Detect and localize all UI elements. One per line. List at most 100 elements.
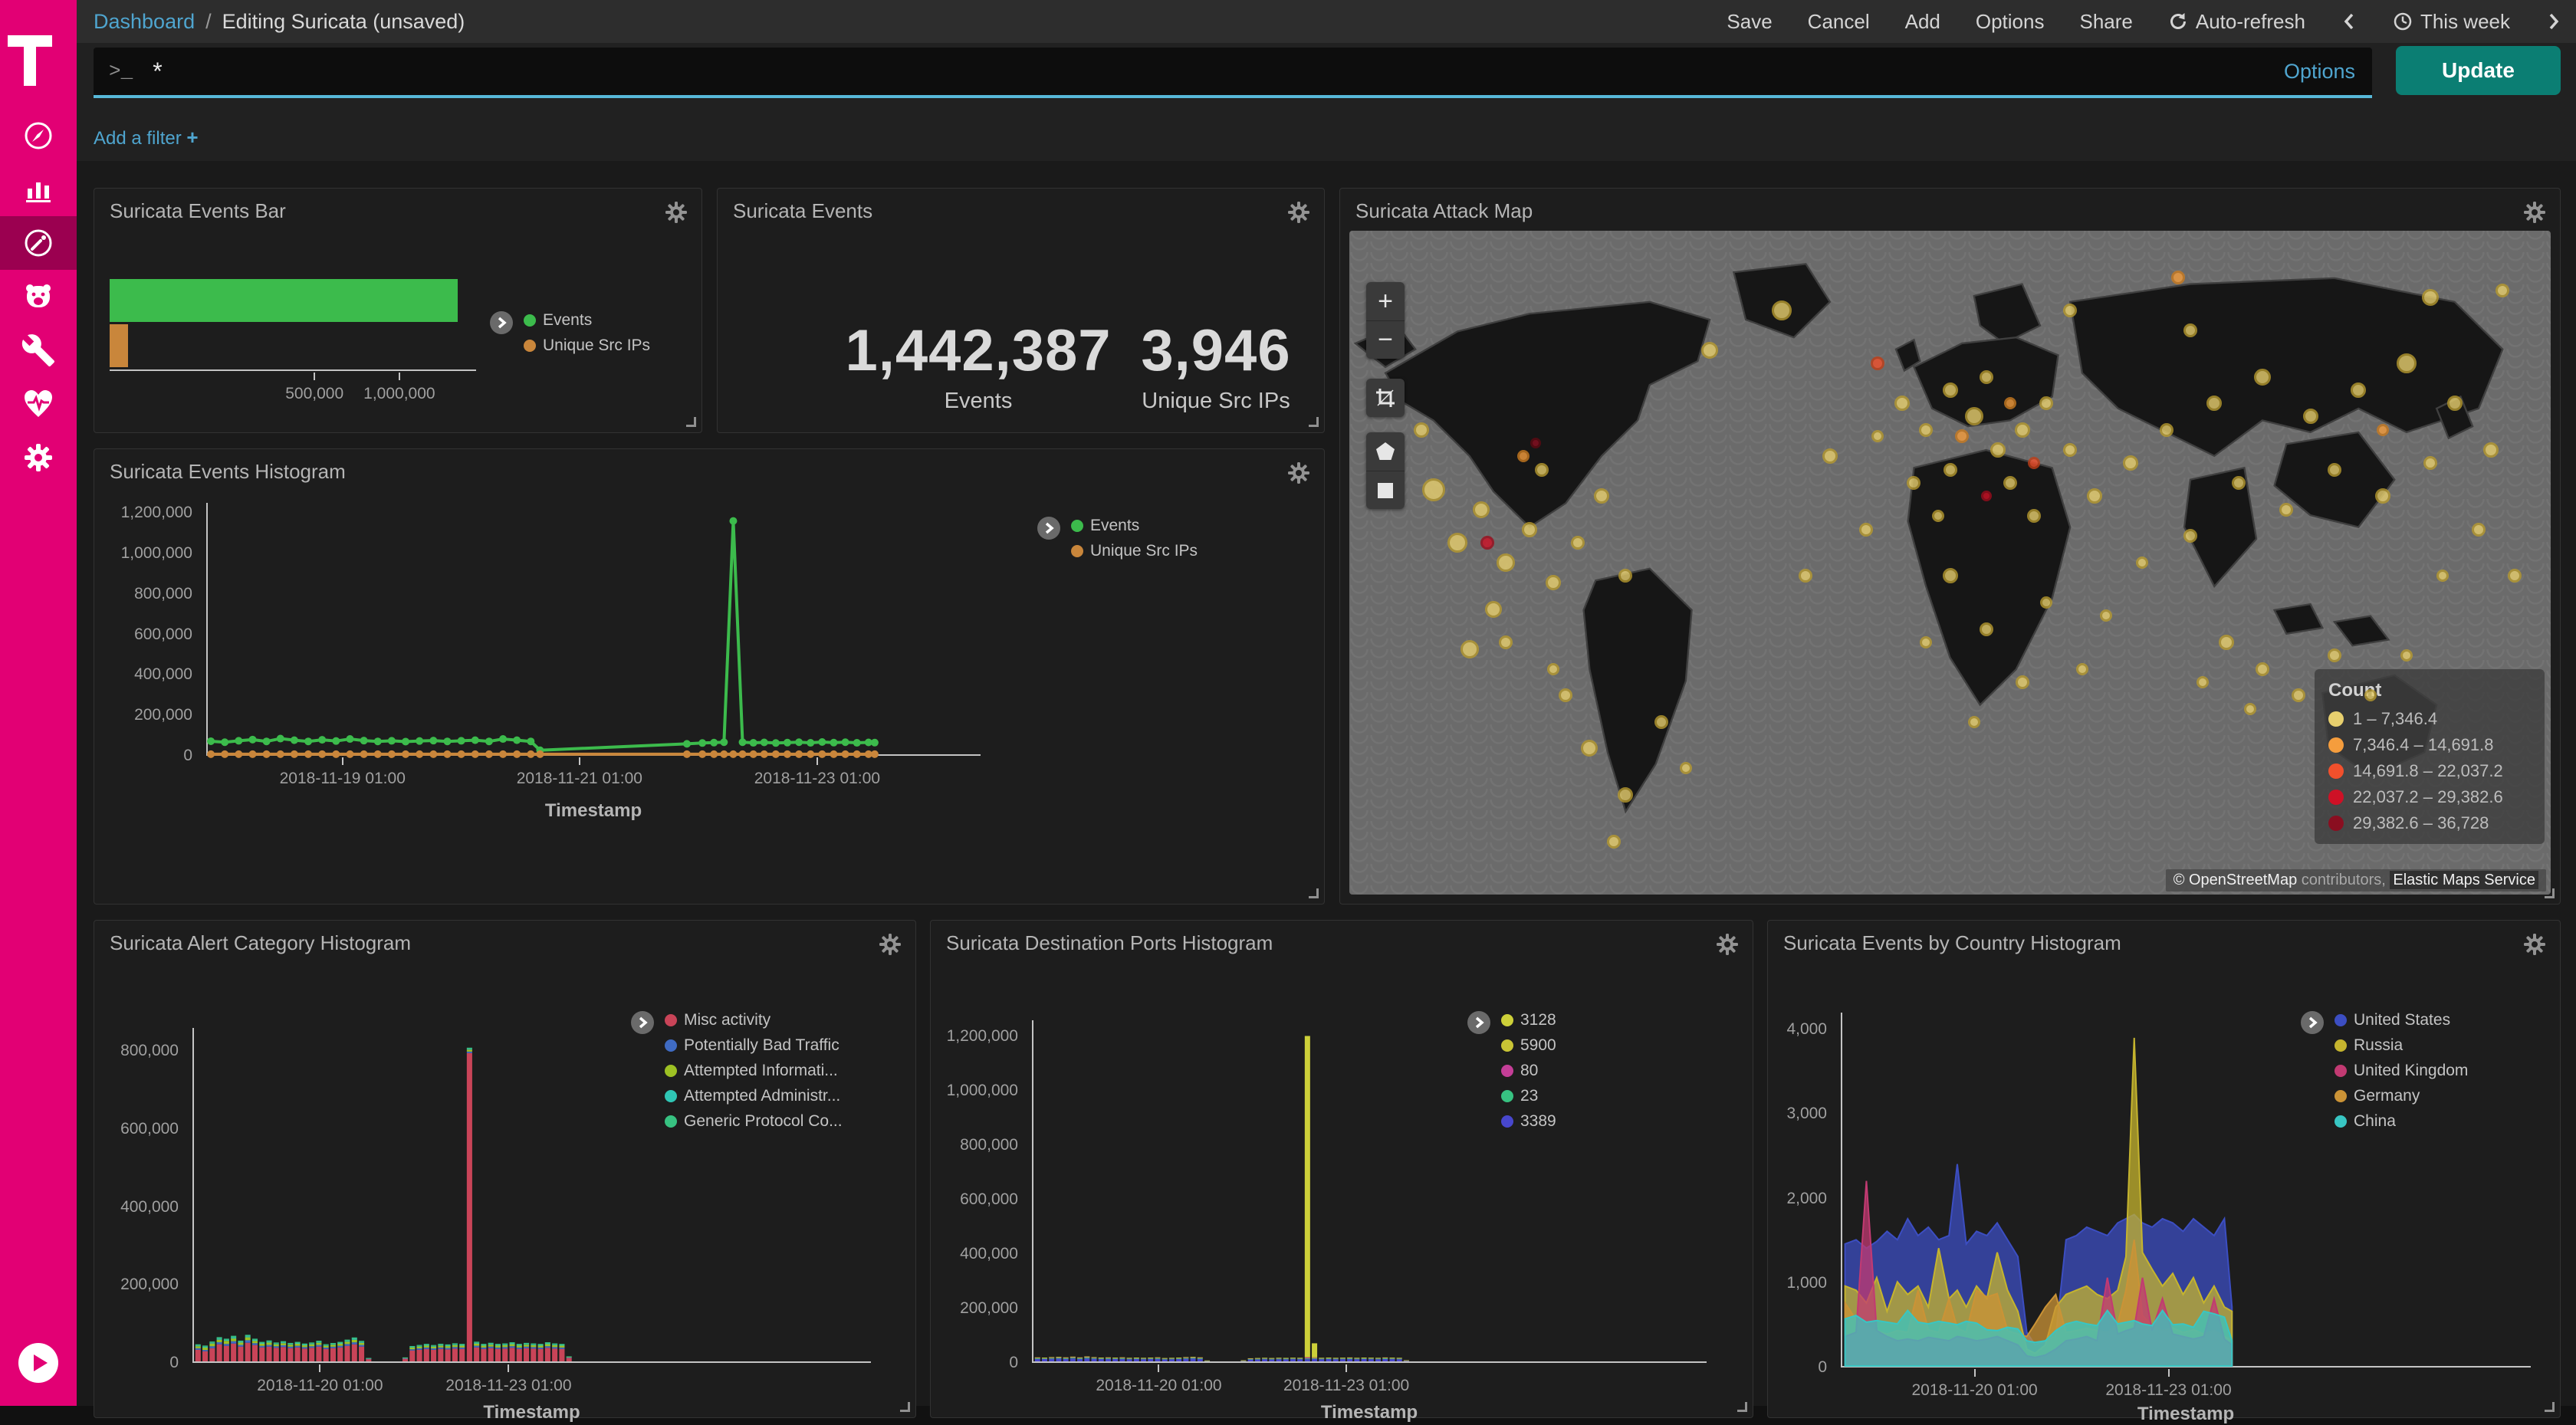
attack-bubble[interactable] (2028, 457, 2041, 470)
attack-bubble[interactable] (1907, 476, 1921, 491)
attack-bubble[interactable] (2507, 569, 2522, 583)
panel-resize-handle[interactable] (900, 1402, 910, 1412)
legend-toggle[interactable] (490, 311, 513, 334)
attack-bubble[interactable] (2159, 422, 2174, 437)
cancel-button[interactable]: Cancel (1807, 9, 1870, 33)
panel-resize-handle[interactable] (2545, 1402, 2555, 1412)
legend-toggle[interactable] (2301, 1011, 2324, 1034)
attack-bubble[interactable] (2291, 688, 2305, 703)
attack-bubble[interactable] (2396, 353, 2417, 374)
attack-bubble[interactable] (1570, 536, 1585, 550)
attack-bubble[interactable] (2231, 476, 2246, 491)
panel-gear-button[interactable] (2522, 931, 2548, 957)
attack-bubble[interactable] (2422, 288, 2440, 306)
attack-bubble[interactable] (1980, 491, 1992, 502)
attack-bubble[interactable] (2351, 382, 2367, 398)
sidebar-collapse-button[interactable] (18, 1343, 58, 1383)
attack-bubble[interactable] (1871, 430, 1884, 443)
legend-item[interactable]: 80 (1501, 1062, 1556, 1080)
time-range-button[interactable]: This week (2393, 10, 2510, 34)
elastic-maps-link[interactable]: Elastic Maps Service (2390, 871, 2538, 889)
attack-bubble[interactable] (1979, 622, 1993, 636)
sidebar-item-dev-tools[interactable] (0, 323, 77, 377)
attack-bubble[interactable] (1772, 300, 1792, 320)
legend-toggle[interactable] (1467, 1011, 1490, 1034)
attack-bubble[interactable] (2496, 283, 2510, 297)
attack-bubble[interactable] (2244, 702, 2257, 715)
panel-resize-handle[interactable] (2545, 888, 2555, 898)
legend-item[interactable]: 3128 (1501, 1011, 1556, 1029)
update-button[interactable]: Update (2396, 46, 2561, 95)
attack-bubble[interactable] (2063, 442, 2078, 457)
attack-bubble[interactable] (1919, 422, 1934, 437)
sidebar-item-visualize[interactable] (0, 163, 77, 216)
time-back-button[interactable] (2341, 11, 2358, 31)
attack-bubble[interactable] (1979, 369, 1993, 384)
attack-bubble[interactable] (1894, 396, 1910, 412)
sidebar-item-discover[interactable] (0, 109, 77, 163)
legend-item[interactable]: United States (2334, 1011, 2468, 1029)
attack-bubble[interactable] (2063, 303, 2078, 317)
time-forward-button[interactable] (2545, 11, 2562, 31)
attack-bubble[interactable] (2122, 455, 2138, 471)
attack-bubble[interactable] (2446, 396, 2463, 412)
attack-bubble[interactable] (2136, 557, 2149, 569)
attack-bubble[interactable] (2374, 488, 2390, 504)
polygon-tool-icon[interactable] (1366, 432, 1405, 471)
t-mobile-logo[interactable] (8, 20, 52, 86)
attack-bubble[interactable] (1799, 569, 1813, 583)
attack-bubble[interactable] (2471, 522, 2486, 537)
crop-icon[interactable] (1366, 379, 1405, 417)
legend-item[interactable]: Russia (2334, 1036, 2468, 1055)
attack-bubble[interactable] (2183, 529, 2197, 543)
rectangle-tool-icon[interactable] (1366, 471, 1405, 509)
query-options-link[interactable]: Options (2283, 59, 2355, 83)
attack-bubble[interactable] (1964, 407, 1983, 426)
attack-bubble[interactable] (1546, 574, 1562, 590)
legend-item[interactable]: Events (1071, 517, 1198, 535)
attack-bubble[interactable] (2039, 596, 2052, 609)
attack-bubble[interactable] (1498, 635, 1513, 649)
panel-resize-handle[interactable] (686, 417, 696, 427)
legend-item[interactable]: 5900 (1501, 1036, 1556, 1055)
attack-bubble[interactable] (1581, 740, 1598, 757)
add-button[interactable]: Add (1904, 9, 1940, 33)
attack-bubble[interactable] (2015, 675, 2029, 689)
sidebar-item-management[interactable] (0, 431, 77, 484)
attack-bubble[interactable] (1534, 462, 1549, 477)
attack-bubble[interactable] (2003, 476, 2017, 491)
events-histogram-plot[interactable] (206, 503, 981, 758)
attack-bubble[interactable] (1931, 510, 1944, 523)
zoom-in-button[interactable]: + (1378, 286, 1393, 316)
attack-bubble[interactable] (2039, 396, 2053, 411)
panel-gear-button[interactable] (663, 199, 689, 225)
attack-bubble[interactable] (1822, 448, 1838, 465)
attack-bubble[interactable] (1473, 501, 1490, 518)
attack-bubble[interactable] (1594, 488, 1610, 504)
attack-bubble[interactable] (1547, 662, 1560, 675)
attack-bubble[interactable] (2171, 270, 2186, 284)
attack-bubble[interactable] (1955, 429, 1970, 444)
attack-bubble[interactable] (2086, 488, 2102, 504)
attack-bubble[interactable] (2279, 502, 2294, 517)
legend-item[interactable]: Unique Src IPs (1071, 542, 1198, 560)
attack-bubble[interactable] (1943, 462, 1957, 477)
bar-Unique Src IPs[interactable] (110, 324, 128, 367)
breadcrumb-dashboard-link[interactable]: Dashboard (94, 9, 196, 33)
attack-bubble[interactable] (1871, 356, 1885, 371)
search-input[interactable]: >_ * Options (94, 48, 2372, 98)
save-button[interactable]: Save (1727, 9, 1773, 33)
legend-item[interactable]: Unique Src IPs (524, 337, 650, 355)
zoom-out-button[interactable]: − (1366, 320, 1405, 359)
legend-item[interactable]: Potentially Bad Traffic (665, 1036, 843, 1055)
attack-bubble[interactable] (2436, 570, 2449, 583)
share-button[interactable]: Share (2079, 9, 2133, 33)
attack-bubble[interactable] (1485, 600, 1503, 618)
attack-bubble[interactable] (2196, 675, 2209, 688)
panel-resize-handle[interactable] (1737, 1402, 1747, 1412)
events-bar-chart[interactable] (110, 279, 476, 371)
attack-bubble[interactable] (2376, 423, 2389, 436)
attack-bubble[interactable] (2100, 609, 2113, 622)
attack-bubble[interactable] (1447, 533, 1468, 553)
attack-bubble[interactable] (1967, 715, 1980, 728)
